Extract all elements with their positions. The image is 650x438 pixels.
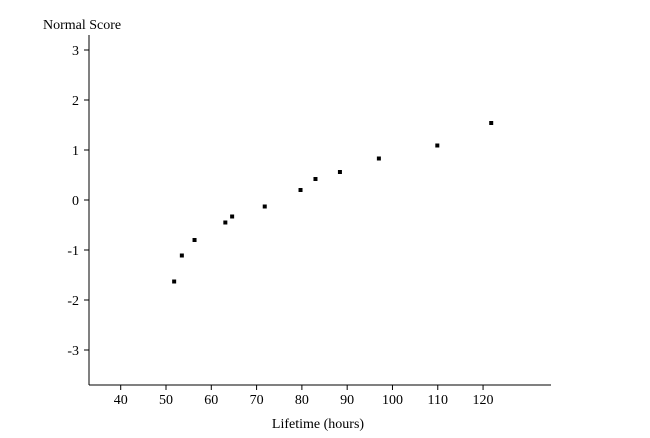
data-points <box>172 121 494 284</box>
y-axis-ticks: 3 2 1 0 -1 -2 -3 <box>67 44 89 359</box>
y-tick-label: -3 <box>67 344 79 359</box>
x-tick-label: 90 <box>340 393 354 408</box>
y-axis-label: Normal Score <box>43 18 121 33</box>
x-tick-label: 80 <box>295 393 309 408</box>
x-axis-ticks: 40 50 60 70 80 90 100 110 120 <box>114 385 494 408</box>
data-point <box>489 121 494 125</box>
y-tick-label: 0 <box>72 194 79 209</box>
y-tick-label: -2 <box>67 294 79 309</box>
data-point <box>337 170 342 174</box>
y-tick-label: -1 <box>67 244 79 259</box>
data-point <box>262 204 267 209</box>
x-tick-label: 50 <box>159 393 173 408</box>
data-point <box>172 279 177 284</box>
x-axis-label: Lifetime (hours) <box>272 417 364 432</box>
data-point <box>192 238 197 242</box>
x-tick-label: 60 <box>204 393 218 408</box>
data-point <box>230 214 235 219</box>
x-tick-label: 110 <box>428 393 448 408</box>
y-tick-label: 3 <box>72 44 79 59</box>
data-point <box>179 253 184 258</box>
y-tick-label: 2 <box>72 94 79 109</box>
y-tick-label: 1 <box>72 144 79 159</box>
data-point <box>435 143 440 148</box>
x-tick-label: 40 <box>114 393 128 408</box>
data-point <box>376 156 381 161</box>
data-point <box>313 177 318 181</box>
x-tick-label: 100 <box>382 393 403 408</box>
x-tick-label: 70 <box>250 393 264 408</box>
x-tick-label: 120 <box>473 393 494 408</box>
data-point <box>298 188 303 192</box>
axes <box>88 35 551 386</box>
data-point <box>223 220 228 225</box>
